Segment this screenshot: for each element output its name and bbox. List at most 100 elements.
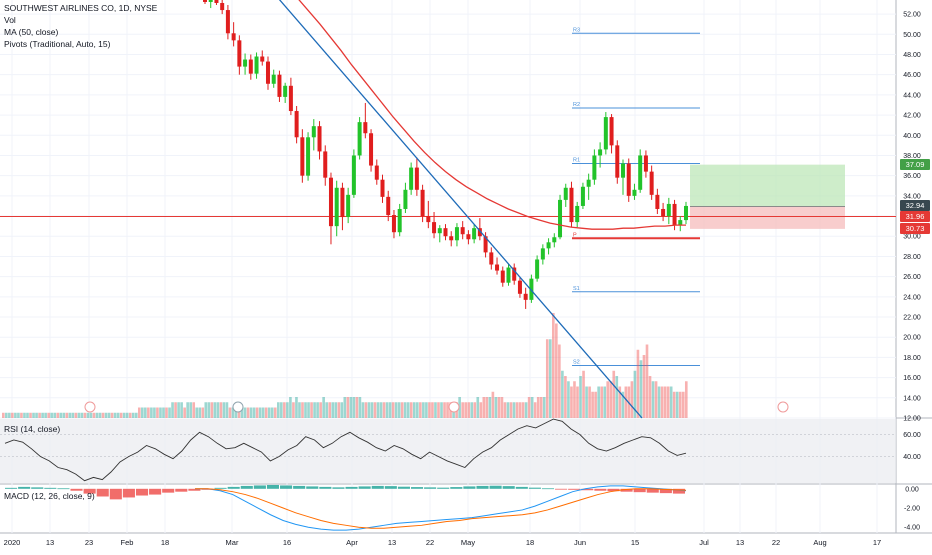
volume-bar xyxy=(153,407,156,418)
volume-bar xyxy=(204,402,208,418)
rsi-pane-label[interactable]: RSI (14, close) xyxy=(4,424,61,434)
target-price-badge: 37.09 xyxy=(900,159,930,170)
candle-body xyxy=(437,228,442,234)
volume-bar xyxy=(624,386,628,418)
volume-bar xyxy=(171,402,174,418)
pivots-legend[interactable]: Pivots (Traditional, Auto, 15) xyxy=(4,39,111,49)
macd-histogram-bar xyxy=(633,488,646,493)
stop-price-badge: 30.73 xyxy=(900,223,930,234)
volume-bar xyxy=(548,339,552,418)
candle-body xyxy=(649,171,654,195)
volume-bar xyxy=(162,407,165,418)
volume-bar xyxy=(219,402,223,418)
volume-bar xyxy=(264,407,268,418)
x-tick-label: Jul xyxy=(699,538,709,547)
candle-body xyxy=(523,293,528,300)
volume-bar xyxy=(630,381,634,418)
earnings-marker xyxy=(777,401,789,413)
volume-bar xyxy=(654,381,658,418)
x-tick-label: 13 xyxy=(388,538,396,547)
signal-line xyxy=(195,488,687,529)
candle-body xyxy=(454,227,459,241)
volume-bar xyxy=(255,407,259,418)
volume-bar xyxy=(542,397,546,418)
volume-bar xyxy=(503,402,507,418)
volume-bar xyxy=(352,397,356,418)
volume-bar xyxy=(358,397,362,418)
volume-bar xyxy=(44,412,47,418)
candle-body xyxy=(214,0,219,3)
macd-histogram-bar xyxy=(345,486,358,489)
volume-bar xyxy=(125,412,129,418)
volume-bar xyxy=(576,386,579,418)
candle-body xyxy=(300,137,305,176)
macd-histogram-bar xyxy=(541,488,555,490)
volume-bar xyxy=(343,397,347,418)
candle-body xyxy=(225,10,230,34)
rsi-tick-label: 60.00 xyxy=(903,432,921,439)
volume-bar xyxy=(422,402,425,418)
candle-body xyxy=(546,242,551,249)
target-zone xyxy=(690,164,845,207)
macd-pane-label[interactable]: MACD (12, 26, close, 9) xyxy=(4,491,95,501)
volume-bar xyxy=(249,407,253,418)
volume-bar xyxy=(98,412,102,418)
candle-body xyxy=(615,145,620,178)
y-tick-label: 28.00 xyxy=(903,254,921,261)
candle-body xyxy=(575,205,580,223)
volume-bar xyxy=(104,412,108,418)
volume-bar xyxy=(134,412,138,418)
macd-histogram-bar xyxy=(476,485,489,489)
volume-bar xyxy=(50,412,53,418)
pivot-label: R2 xyxy=(573,102,580,108)
macd-histogram-bar xyxy=(31,487,44,489)
volume-bar xyxy=(458,397,461,418)
candle-body xyxy=(558,199,563,238)
volume-bar xyxy=(530,397,534,418)
volume-bar xyxy=(397,402,401,418)
volume-bar xyxy=(446,402,449,418)
volume-bar xyxy=(313,402,316,418)
y-tick-label: 44.00 xyxy=(903,92,921,99)
volume-bar xyxy=(334,402,338,418)
macd-histogram-bar xyxy=(122,488,135,498)
volume-bar xyxy=(304,402,307,418)
volume-bar xyxy=(660,386,664,418)
volume-bar xyxy=(83,412,87,418)
candle-body xyxy=(535,259,540,279)
candle-body xyxy=(260,56,265,62)
macd-tick-label: -2.00 xyxy=(904,506,920,513)
candle-body xyxy=(283,85,288,97)
volume-bar xyxy=(373,402,377,418)
volume-bar xyxy=(20,412,23,418)
candle-body xyxy=(666,203,671,217)
y-tick-label: 18.00 xyxy=(903,355,921,362)
volume-bar xyxy=(497,397,501,418)
volume-legend[interactable]: Vol xyxy=(4,15,16,25)
candle-body xyxy=(540,248,545,260)
y-tick-label: 26.00 xyxy=(903,274,921,281)
volume-bar xyxy=(80,412,84,418)
macd-histogram-bar xyxy=(319,486,332,489)
candle-body xyxy=(495,264,500,271)
symbol-title[interactable]: SOUTHWEST AIRLINES CO, 1D, NYSE xyxy=(4,3,158,13)
ma-legend[interactable]: MA (50, close) xyxy=(4,27,59,37)
y-tick-label: 12.00 xyxy=(903,416,921,423)
x-tick-label: 22 xyxy=(772,538,780,547)
macd-histogram-bar xyxy=(502,486,515,489)
macd-histogram-bar xyxy=(450,487,463,489)
macd-histogram-bar xyxy=(240,485,253,489)
volume-bar xyxy=(213,402,217,418)
volume-bar xyxy=(579,376,582,418)
volume-bar xyxy=(86,412,90,418)
volume-bar xyxy=(101,412,105,418)
macd-histogram-bar xyxy=(659,488,672,494)
pivot-label: S1 xyxy=(573,286,580,292)
candle-body xyxy=(288,85,293,112)
volume-bar xyxy=(506,402,510,418)
volume-bar xyxy=(406,402,410,418)
candle-body xyxy=(420,189,425,217)
volume-bar xyxy=(177,402,180,418)
